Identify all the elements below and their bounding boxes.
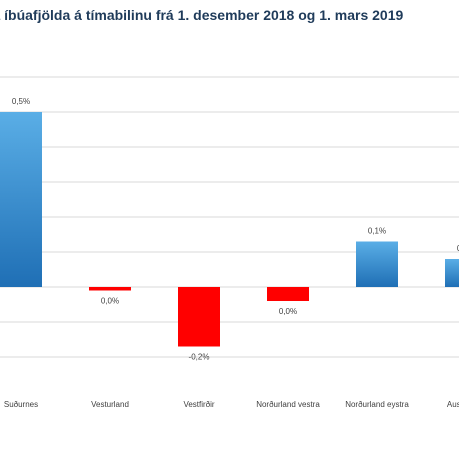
gridlines [0, 76, 459, 358]
data-label-1: 0,0% [101, 297, 119, 306]
data-labels: 0,5% 0,0% -0,2% 0,0% 0,1% 0,1% [12, 97, 459, 362]
bars [0, 112, 459, 347]
data-label-5: 0,1% [457, 244, 459, 253]
bar-5 [445, 259, 459, 287]
bar-1 [89, 287, 131, 291]
category-label-4: Norðurland eystra [345, 400, 409, 409]
bar-4 [356, 241, 398, 287]
bar-3 [267, 287, 309, 301]
bar-0 [0, 112, 42, 287]
category-label-1: Vesturland [91, 400, 129, 409]
data-label-4: 0,1% [368, 227, 386, 236]
data-label-2: -0,2% [189, 353, 210, 362]
bar-2 [178, 287, 220, 347]
category-label-2: Vestfirðir [183, 400, 214, 409]
data-label-3: 0,0% [279, 307, 297, 316]
data-label-0: 0,5% [12, 97, 30, 106]
category-label-5: Austurland [447, 400, 459, 409]
chart-title: Hlutfallsleg breyting á íbúafjölda á tím… [0, 7, 404, 23]
category-label-3: Norðurland vestra [256, 400, 320, 409]
category-labels: Suðurnes Vesturland Vestfirðir Norðurland v… [4, 400, 459, 409]
category-label-0: Suðurnes [4, 400, 38, 409]
